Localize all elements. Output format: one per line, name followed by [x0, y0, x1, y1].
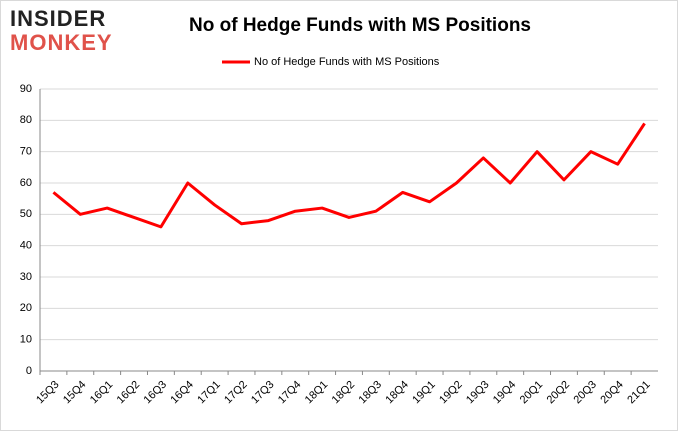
legend-label: No of Hedge Funds with MS Positions — [254, 56, 440, 68]
y-tick-label: 90 — [20, 83, 32, 95]
y-tick-label: 70 — [20, 146, 32, 158]
data-line — [52, 122, 646, 229]
y-tick-label: 50 — [20, 208, 32, 220]
y-tick-label: 0 — [26, 365, 32, 377]
y-tick-label: 80 — [20, 114, 32, 126]
y-tick-label: 60 — [20, 177, 32, 189]
y-tick-label: 30 — [20, 271, 32, 283]
logo-bottom: MONKEY — [10, 30, 113, 55]
chart-title: No of Hedge Funds with MS Positions — [189, 15, 531, 36]
y-tick-label: 40 — [20, 240, 32, 252]
y-tick-label: 20 — [20, 302, 32, 314]
y-tick-label: 10 — [20, 334, 32, 346]
logo-top: INSIDER — [10, 6, 106, 31]
